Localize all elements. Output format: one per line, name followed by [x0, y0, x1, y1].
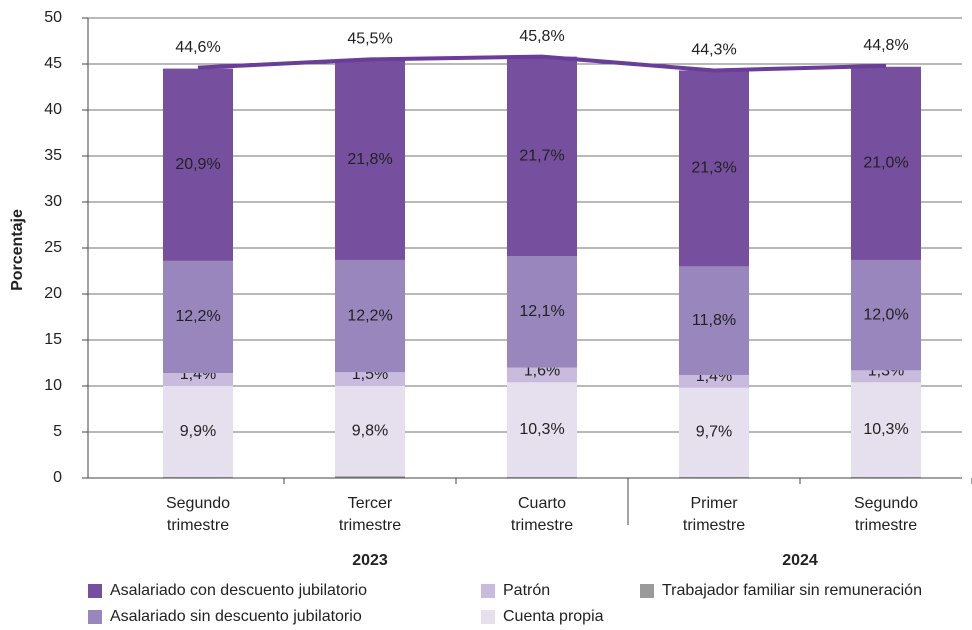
group-label: 2024 [782, 552, 818, 569]
bar-segment [851, 370, 921, 383]
legend-label: Asalariado sin descuento jubilatorio [110, 608, 362, 625]
x-tick-label: Cuarto trimestre [511, 495, 573, 534]
y-tick-label: 45 [44, 55, 62, 72]
data-label: 10,3% [519, 421, 564, 438]
bar-segment [679, 387, 749, 478]
bar-segment [679, 70, 749, 267]
bar-segment [507, 56, 577, 257]
legend-label: Cuenta propia [503, 608, 604, 625]
legend-label: Trabajador familiar sin remuneración [662, 582, 922, 599]
y-axis-label: Porcentaje [9, 209, 26, 291]
group-label: 2023 [352, 552, 388, 569]
data-label: 9,7% [696, 424, 732, 441]
total-label: 45,5% [347, 31, 392, 48]
x-tick-label: Tercer trimestre [339, 495, 401, 534]
data-label: 21,7% [519, 148, 564, 165]
x-tick-label: Segundo trimestre [854, 495, 918, 534]
y-tick-label: 50 [44, 9, 62, 26]
data-label: 12,2% [347, 307, 392, 324]
y-tick-label: 40 [44, 101, 62, 118]
bar-segment [163, 373, 233, 386]
legend-label: Patrón [503, 582, 550, 599]
bar-segment [335, 476, 405, 478]
bar-segment [851, 66, 921, 260]
bar-segment [335, 386, 405, 477]
bar-segment [335, 259, 405, 373]
data-label: 21,3% [691, 160, 736, 177]
data-label: 10,3% [863, 421, 908, 438]
y-tick-label: 0 [53, 469, 62, 486]
legend-label: Asalariado con descuento jubilatorio [110, 582, 367, 599]
bar-segment [507, 367, 577, 383]
bar-segment [163, 386, 233, 478]
x-tick-label: Segundo trimestre [166, 495, 230, 534]
legend-swatch [88, 610, 102, 624]
data-label: 9,9% [180, 423, 216, 440]
bar-segment [507, 382, 577, 478]
bar-segment [507, 256, 577, 368]
total-label: 45,8% [519, 28, 564, 45]
data-label: 20,9% [175, 156, 220, 173]
y-tick-label: 5 [53, 423, 62, 440]
legend-swatch [88, 584, 102, 598]
y-tick-label: 20 [44, 285, 62, 302]
bar-segment [163, 260, 233, 374]
y-tick-label: 35 [44, 147, 62, 164]
total-label: 44,3% [691, 42, 736, 59]
y-tick-label: 30 [44, 193, 62, 210]
data-label: 12,2% [175, 308, 220, 325]
legend-swatch [481, 584, 495, 598]
total-label: 44,8% [863, 37, 908, 54]
y-tick-label: 15 [44, 331, 62, 348]
data-label: 21,0% [863, 155, 908, 172]
total-label: 44,6% [175, 39, 220, 56]
bar-segment [851, 259, 921, 371]
data-label: 21,8% [347, 151, 392, 168]
data-label: 11,8% [692, 312, 736, 329]
y-tick-label: 25 [44, 239, 62, 256]
data-label: 12,0% [863, 306, 908, 323]
legend-swatch [481, 610, 495, 624]
bar-segment [335, 372, 405, 386]
data-label: 9,8% [352, 422, 388, 439]
bar-segment [163, 68, 233, 261]
total-line [197, 54, 887, 73]
data-label: 12,1% [519, 303, 564, 320]
legend-swatch [640, 584, 654, 598]
bar-segment [679, 266, 749, 375]
bar-segment [335, 59, 405, 260]
x-tick-label: Primer trimestre [683, 495, 745, 534]
bar-segment [679, 374, 749, 388]
y-tick-label: 10 [44, 377, 62, 394]
bar-segment [851, 382, 921, 478]
